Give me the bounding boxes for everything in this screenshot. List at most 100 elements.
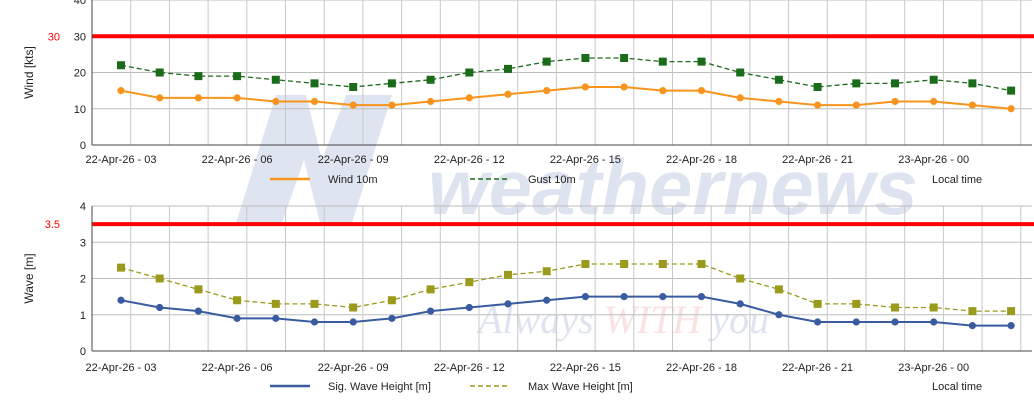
wave-point-1 xyxy=(349,303,358,312)
wave-legend: Sig. Wave Height [m] Max Wave Height [m] L… xyxy=(270,381,982,393)
wave-point-1 xyxy=(426,285,435,294)
wave-point-1 xyxy=(852,299,861,308)
wind-point-0 xyxy=(117,87,125,95)
wave-point-0 xyxy=(310,318,319,326)
wind-point-0 xyxy=(272,97,280,106)
wind-point-1 xyxy=(852,79,861,88)
wave-point-0 xyxy=(156,303,164,312)
wave-point-0 xyxy=(543,296,551,304)
wave-point-1 xyxy=(465,278,474,287)
wave-point-1 xyxy=(581,260,590,268)
wind-series-line-1 xyxy=(120,57,1012,92)
wind-xtick-label: 22-Apr-26 - 03 xyxy=(86,154,157,166)
wave-xtick-label: 22-Apr-26 - 03 xyxy=(86,362,157,374)
wind-threshold: 30 xyxy=(48,31,1034,43)
wind-point-0 xyxy=(891,97,899,106)
wave-point-1 xyxy=(620,260,629,268)
wind-point-0 xyxy=(233,94,241,102)
wind-point-1 xyxy=(426,75,435,84)
wind-point-1 xyxy=(117,61,125,70)
wave-xtick-label: 22-Apr-26 - 09 xyxy=(318,362,389,374)
wind-legend: Wind 10m Gust 10m Local time xyxy=(270,174,982,186)
wave-y-axis-label: Wave [m] xyxy=(22,253,36,303)
wave-ytick-label: 4 xyxy=(80,201,86,213)
wind-point-1 xyxy=(271,75,280,84)
wave-xtick-label: 22-Apr-26 - 15 xyxy=(550,362,621,374)
wind-point-1 xyxy=(542,57,551,66)
wind-point-1 xyxy=(774,75,783,84)
wind-ytick-label: 0 xyxy=(80,140,86,152)
wind-point-0 xyxy=(156,94,164,102)
wind-y-axis-label: Wind [kts] xyxy=(22,46,36,99)
wave-point-1 xyxy=(542,267,551,276)
wind-ytick-label: 10 xyxy=(74,104,86,116)
wave-grid xyxy=(91,205,1032,352)
wind-point-0 xyxy=(1007,105,1015,113)
wind-xtick-label: 22-Apr-26 - 06 xyxy=(202,154,273,166)
wind-point-1 xyxy=(349,83,358,91)
wave-point-1 xyxy=(117,263,125,272)
wave-series xyxy=(117,260,1016,330)
wind-time-label: Local time xyxy=(932,174,982,186)
wind-legend-label-1: Gust 10m xyxy=(528,174,576,186)
wave-point-0 xyxy=(1007,322,1015,330)
watermark-logo-icon xyxy=(236,95,392,223)
wave-point-0 xyxy=(736,300,744,308)
wind-point-1 xyxy=(968,79,977,88)
wind-point-0 xyxy=(930,97,938,106)
wave-xtick-label: 22-Apr-26 - 18 xyxy=(666,362,737,374)
wind-point-0 xyxy=(194,94,202,102)
wind-ytick-label: 30 xyxy=(74,31,86,43)
wind-point-0 xyxy=(697,87,706,95)
wind-xtick-label: 22-Apr-26 - 12 xyxy=(434,154,505,166)
wave-point-1 xyxy=(194,285,203,294)
wind-point-0 xyxy=(310,97,319,106)
wind-point-0 xyxy=(659,87,667,95)
wind-point-0 xyxy=(736,94,744,102)
wind-point-1 xyxy=(736,68,745,77)
wave-ytick-label: 1 xyxy=(80,310,86,322)
wind-point-0 xyxy=(504,90,512,98)
wave-point-0 xyxy=(620,293,628,301)
wind-ytick-label: 20 xyxy=(74,68,86,80)
wave-point-0 xyxy=(272,314,280,322)
wave-point-0 xyxy=(388,314,396,322)
watermark-tagline: Always WITH you xyxy=(475,297,769,342)
wave-point-1 xyxy=(929,303,938,312)
wind-point-0 xyxy=(427,97,435,106)
wind-xtick-label: 22-Apr-26 - 15 xyxy=(550,154,621,166)
wind-point-1 xyxy=(155,68,164,77)
wave-point-1 xyxy=(774,285,783,294)
wave-point-0 xyxy=(697,293,706,301)
wind-point-1 xyxy=(620,54,629,62)
wave-point-0 xyxy=(891,318,899,326)
wind-point-1 xyxy=(1007,86,1016,95)
wave-point-0 xyxy=(852,318,860,326)
wind-point-0 xyxy=(581,83,590,91)
wind-point-1 xyxy=(387,79,396,88)
wind-point-1 xyxy=(891,79,899,88)
wave-point-0 xyxy=(194,307,202,315)
wave-point-1 xyxy=(504,270,512,279)
wind-point-0 xyxy=(852,101,860,109)
wave-point-0 xyxy=(233,314,241,322)
wave-legend-label-1: Max Wave Height [m] xyxy=(528,381,633,393)
wave-point-1 xyxy=(697,260,706,268)
wave-point-1 xyxy=(736,274,745,283)
wave-xtick-label: 22-Apr-26 - 12 xyxy=(434,362,505,374)
wind-point-1 xyxy=(813,83,822,91)
wave-point-1 xyxy=(891,303,899,312)
wind-series-line-0 xyxy=(120,86,1012,110)
wind-point-1 xyxy=(233,72,242,81)
wind-point-1 xyxy=(581,54,590,62)
watermark: weathernews Always WITH you xyxy=(236,95,918,342)
wind-point-0 xyxy=(543,87,551,95)
wave-xtick-label: 23-Apr-26 - 00 xyxy=(898,362,969,374)
wind-point-0 xyxy=(388,101,396,109)
wave-point-0 xyxy=(930,318,938,326)
wave-point-1 xyxy=(1007,307,1016,316)
wind-xtick-label: 23-Apr-26 - 00 xyxy=(898,154,969,166)
wind-point-0 xyxy=(968,101,977,109)
wave-point-0 xyxy=(465,303,473,312)
